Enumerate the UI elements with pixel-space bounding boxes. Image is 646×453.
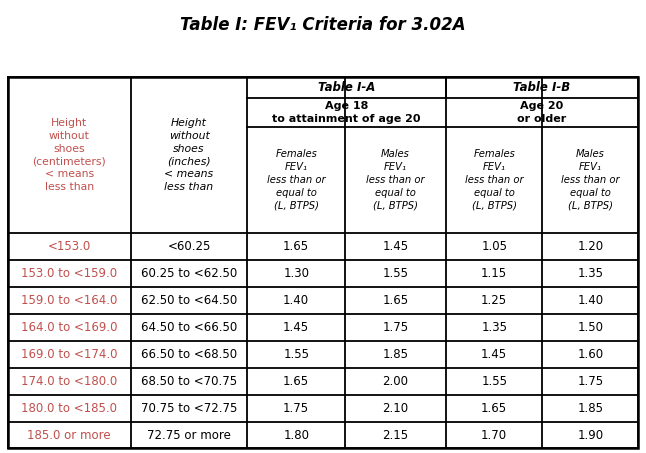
Text: Age 18
to attainment of age 20: Age 18 to attainment of age 20 (273, 101, 421, 124)
Text: 66.50 to <68.50: 66.50 to <68.50 (141, 348, 237, 361)
Text: 2.15: 2.15 (382, 429, 408, 442)
Text: 180.0 to <185.0: 180.0 to <185.0 (21, 401, 117, 414)
Text: 1.35: 1.35 (481, 321, 507, 334)
Text: Males
FEV₁
less than or
equal to
(L, BTPS): Males FEV₁ less than or equal to (L, BTP… (366, 149, 425, 211)
Text: 1.75: 1.75 (382, 321, 408, 334)
Text: 1.45: 1.45 (382, 240, 408, 253)
Text: 1.35: 1.35 (578, 267, 603, 280)
Text: 70.75 to <72.75: 70.75 to <72.75 (141, 401, 237, 414)
Text: 1.70: 1.70 (481, 429, 507, 442)
Text: 1.65: 1.65 (283, 240, 309, 253)
Text: 185.0 or more: 185.0 or more (27, 429, 111, 442)
Text: 1.15: 1.15 (481, 267, 507, 280)
Text: 1.75: 1.75 (283, 401, 309, 414)
Text: 1.05: 1.05 (481, 240, 507, 253)
Text: 164.0 to <169.0: 164.0 to <169.0 (21, 321, 118, 334)
Text: 1.20: 1.20 (578, 240, 603, 253)
Text: 174.0 to <180.0: 174.0 to <180.0 (21, 375, 118, 388)
Text: <60.25: <60.25 (167, 240, 211, 253)
Text: 1.45: 1.45 (283, 321, 309, 334)
Text: 68.50 to <70.75: 68.50 to <70.75 (141, 375, 237, 388)
Text: 1.55: 1.55 (382, 267, 408, 280)
Text: Table I-B: Table I-B (514, 81, 570, 94)
Text: 1.65: 1.65 (481, 401, 507, 414)
Text: Table I: FEV₁ Criteria for 3.02A: Table I: FEV₁ Criteria for 3.02A (180, 16, 466, 34)
Text: 1.85: 1.85 (578, 401, 603, 414)
Text: Females
FEV₁
less than or
equal to
(L, BTPS): Females FEV₁ less than or equal to (L, B… (267, 149, 326, 211)
Text: 1.90: 1.90 (578, 429, 603, 442)
Text: 1.55: 1.55 (283, 348, 309, 361)
Text: 1.45: 1.45 (481, 348, 507, 361)
Text: 1.40: 1.40 (578, 294, 603, 307)
Text: 2.00: 2.00 (382, 375, 408, 388)
Text: 159.0 to <164.0: 159.0 to <164.0 (21, 294, 118, 307)
Text: 1.65: 1.65 (283, 375, 309, 388)
Text: Table I-A: Table I-A (318, 81, 375, 94)
Text: 2.10: 2.10 (382, 401, 408, 414)
Text: 169.0 to <174.0: 169.0 to <174.0 (21, 348, 118, 361)
Text: 1.75: 1.75 (578, 375, 603, 388)
Text: 1.85: 1.85 (382, 348, 408, 361)
Text: Height
without
shoes
(centimeters)
< means
less than: Height without shoes (centimeters) < mea… (32, 118, 106, 192)
Text: 72.75 or more: 72.75 or more (147, 429, 231, 442)
Text: Males
FEV₁
less than or
equal to
(L, BTPS): Males FEV₁ less than or equal to (L, BTP… (561, 149, 620, 211)
Text: 1.50: 1.50 (578, 321, 603, 334)
Text: Females
FEV₁
less than or
equal to
(L, BTPS): Females FEV₁ less than or equal to (L, B… (465, 149, 523, 211)
Text: 1.60: 1.60 (578, 348, 603, 361)
Text: Age 20
or older: Age 20 or older (517, 101, 567, 124)
Text: 60.25 to <62.50: 60.25 to <62.50 (141, 267, 237, 280)
Text: 153.0 to <159.0: 153.0 to <159.0 (21, 267, 118, 280)
Text: 1.30: 1.30 (283, 267, 309, 280)
Text: 1.65: 1.65 (382, 294, 408, 307)
Text: 62.50 to <64.50: 62.50 to <64.50 (141, 294, 237, 307)
Text: 1.40: 1.40 (283, 294, 309, 307)
Text: 1.25: 1.25 (481, 294, 507, 307)
Text: 1.55: 1.55 (481, 375, 507, 388)
Text: 64.50 to <66.50: 64.50 to <66.50 (141, 321, 237, 334)
Text: <153.0: <153.0 (48, 240, 91, 253)
Text: Height
without
shoes
(inches)
< means
less than: Height without shoes (inches) < means le… (165, 118, 214, 192)
Text: 1.80: 1.80 (283, 429, 309, 442)
